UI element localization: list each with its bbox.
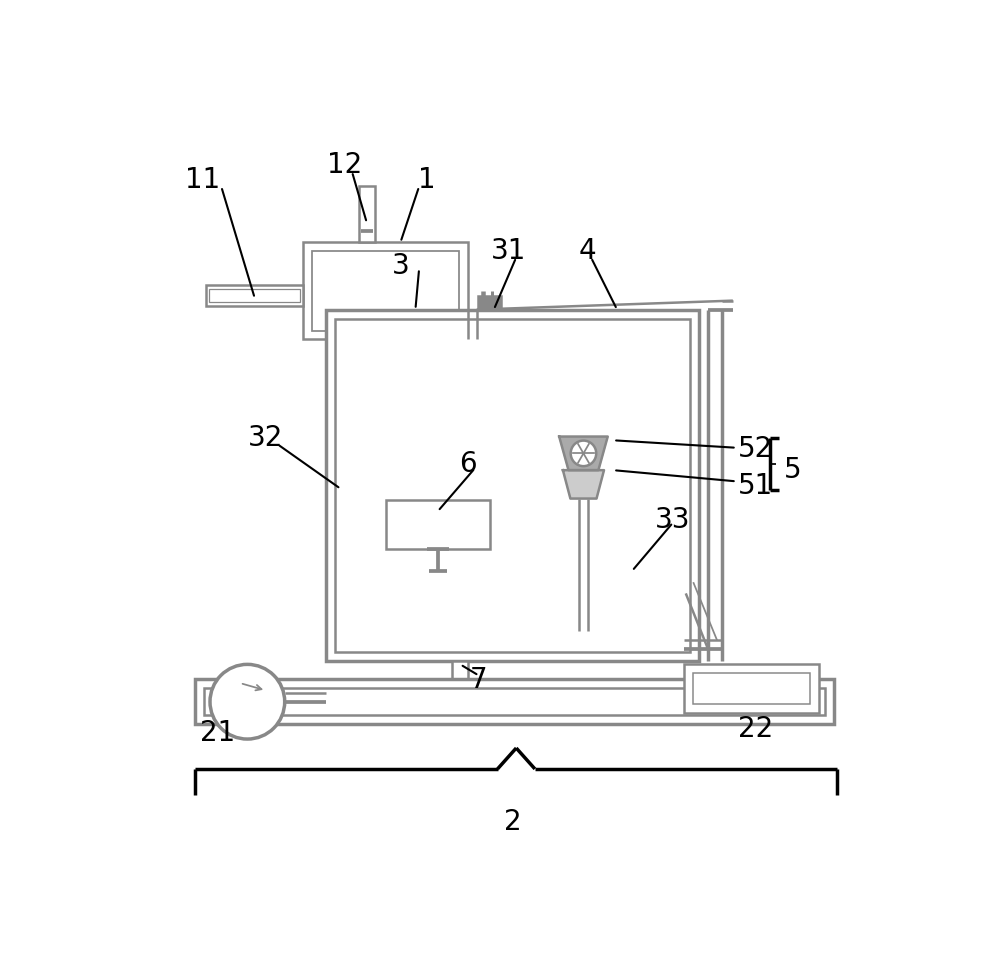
Polygon shape	[559, 437, 608, 471]
Text: 52: 52	[738, 434, 773, 462]
Text: 33: 33	[655, 505, 691, 533]
Bar	[359, 187, 375, 243]
Text: 4: 4	[578, 236, 596, 265]
Text: 6: 6	[459, 450, 476, 477]
Bar	[386, 501, 490, 549]
Text: 3: 3	[392, 252, 409, 279]
Bar	[209, 290, 300, 303]
Text: 5: 5	[784, 455, 801, 484]
Text: 51: 51	[738, 472, 773, 500]
Bar	[478, 297, 501, 310]
Polygon shape	[563, 471, 604, 499]
Circle shape	[210, 665, 285, 739]
Text: 32: 32	[248, 423, 284, 452]
Text: 1: 1	[418, 166, 435, 194]
Text: 12: 12	[327, 151, 362, 178]
Bar	[206, 286, 303, 306]
Bar	[195, 679, 834, 725]
Text: 7: 7	[470, 666, 488, 694]
Bar	[693, 673, 810, 704]
Bar	[684, 665, 819, 713]
Circle shape	[571, 441, 596, 467]
Text: 31: 31	[491, 236, 526, 265]
Text: 2: 2	[504, 807, 521, 835]
Bar	[335, 319, 690, 652]
Text: 22: 22	[738, 714, 773, 742]
Bar	[452, 661, 468, 699]
Text: 11: 11	[185, 166, 220, 194]
Bar	[303, 243, 468, 340]
Bar	[312, 252, 459, 331]
Bar	[204, 689, 825, 715]
Bar	[326, 310, 699, 661]
Text: 21: 21	[200, 718, 235, 746]
